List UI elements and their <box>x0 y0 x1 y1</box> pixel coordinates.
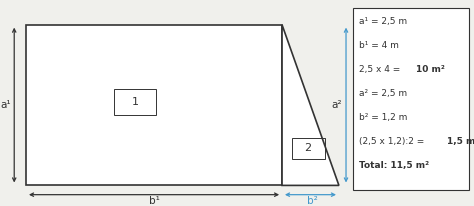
Bar <box>353 8 469 190</box>
Bar <box>114 89 156 115</box>
Polygon shape <box>282 25 339 185</box>
Text: 10 m²: 10 m² <box>416 65 445 74</box>
Text: b²: b² <box>307 196 317 206</box>
Text: 1,5 m²: 1,5 m² <box>447 137 474 146</box>
Text: 1: 1 <box>132 97 138 107</box>
Text: b¹: b¹ <box>149 196 159 206</box>
Text: a¹ = 2,5 m: a¹ = 2,5 m <box>359 17 407 26</box>
Text: a¹: a¹ <box>0 100 11 110</box>
Text: (2,5 x 1,2):2 =: (2,5 x 1,2):2 = <box>359 137 427 146</box>
Bar <box>292 138 325 159</box>
Text: a² = 2,5 m: a² = 2,5 m <box>359 89 407 98</box>
Text: a²: a² <box>331 100 342 110</box>
Text: Total: 11,5 m²: Total: 11,5 m² <box>359 161 429 170</box>
Text: 2,5 x 4 =: 2,5 x 4 = <box>359 65 403 74</box>
Text: 2: 2 <box>304 143 312 153</box>
Text: b² = 1,2 m: b² = 1,2 m <box>359 113 407 122</box>
Text: b¹ = 4 m: b¹ = 4 m <box>359 41 399 50</box>
Polygon shape <box>26 25 282 185</box>
